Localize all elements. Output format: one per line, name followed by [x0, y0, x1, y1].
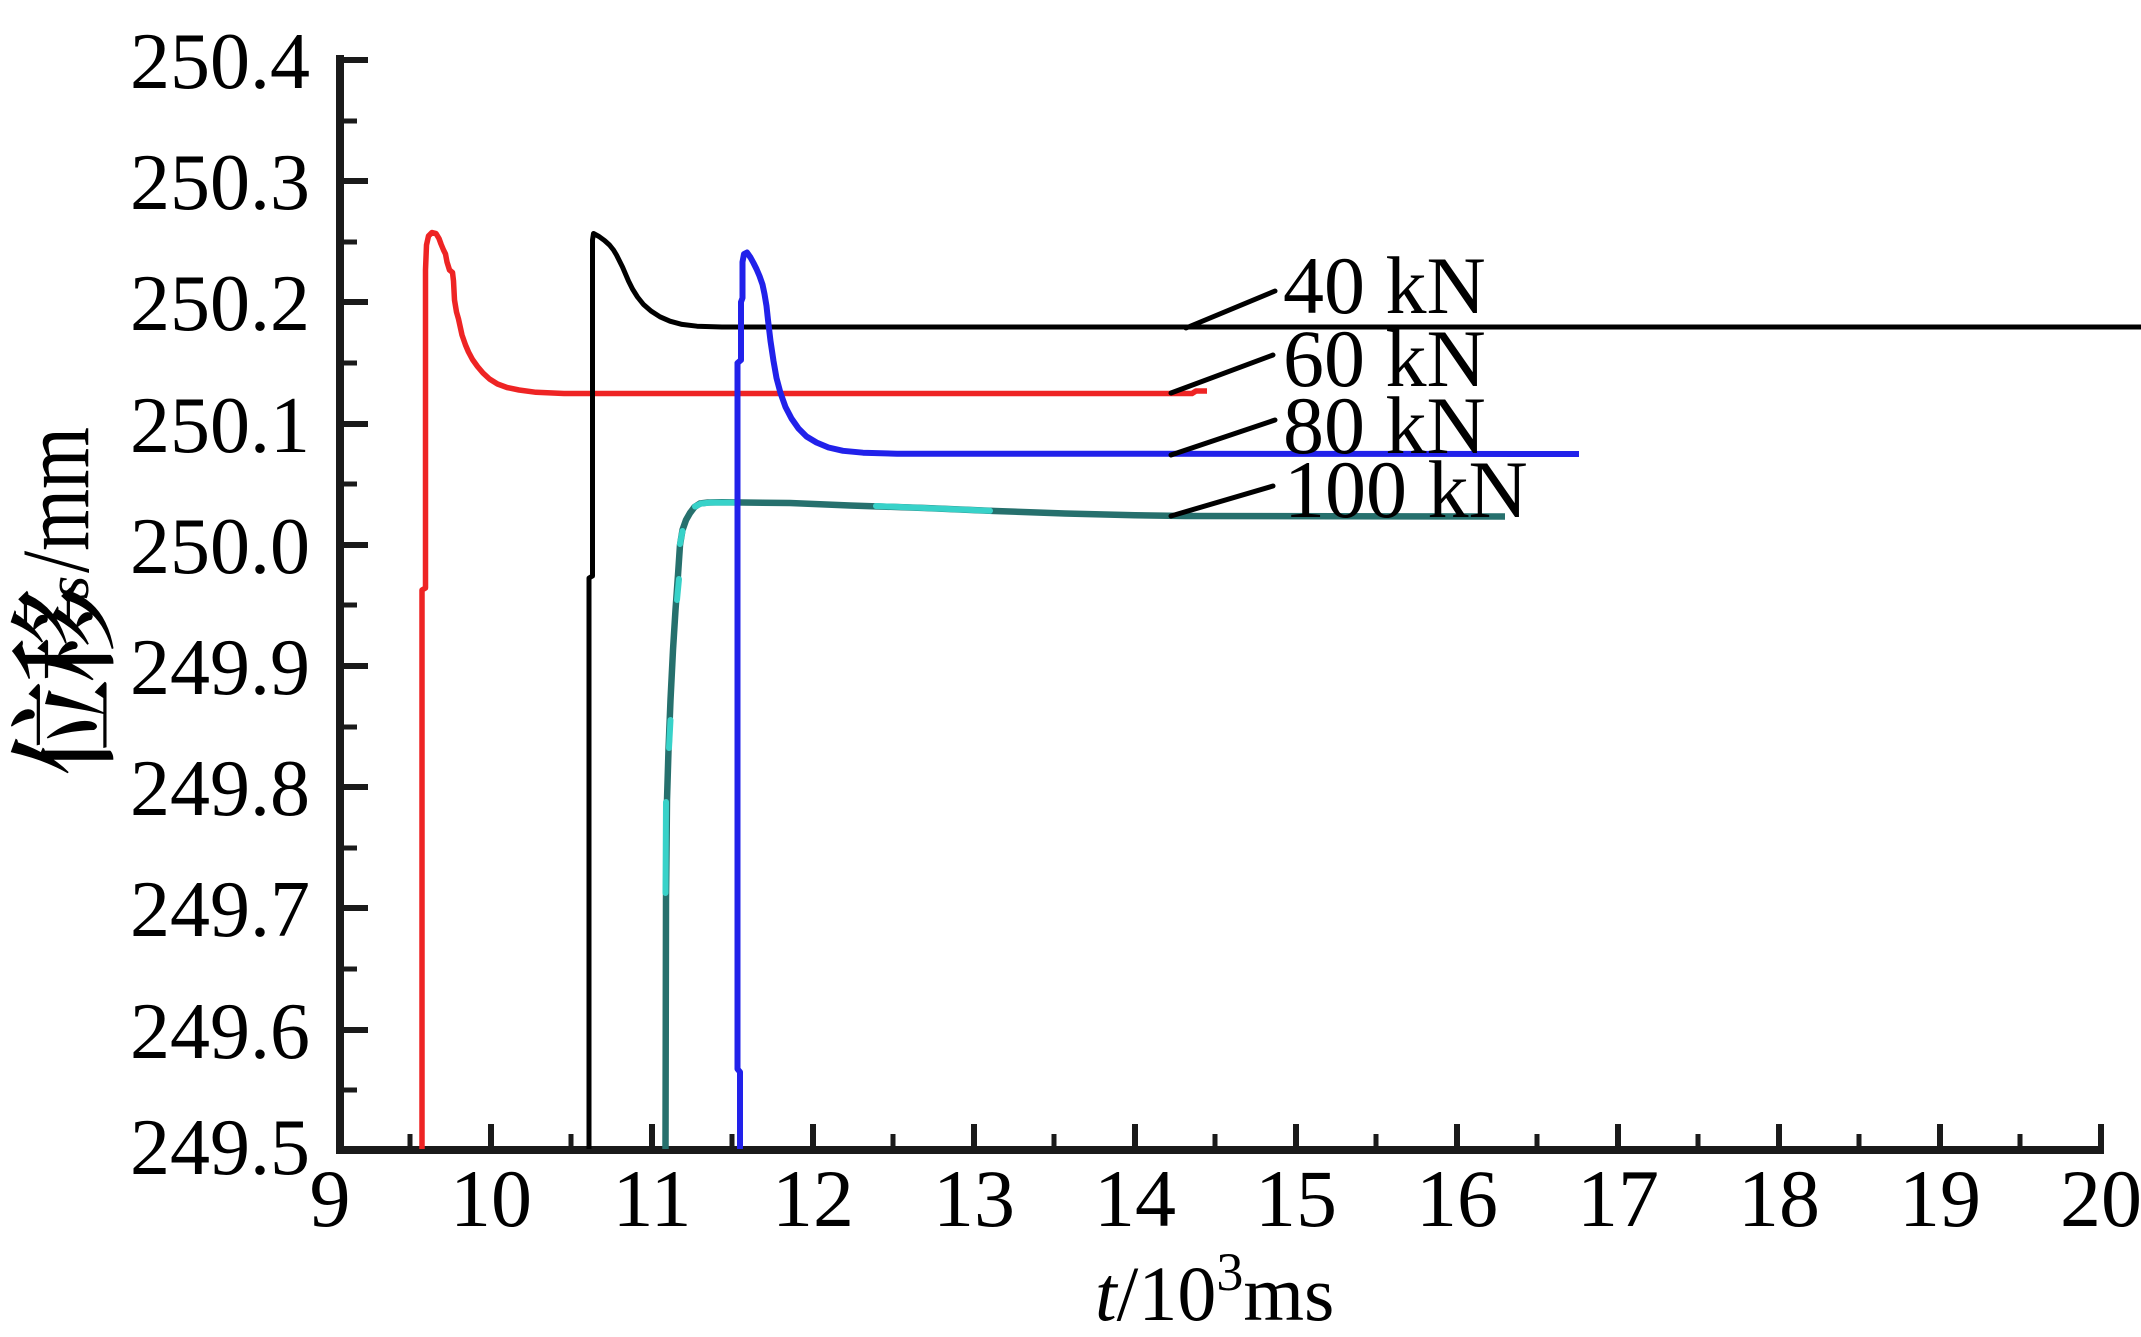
svg-text:250.1: 250.1: [130, 382, 310, 470]
svg-text:100 kN: 100 kN: [1284, 444, 1528, 535]
svg-text:60 kN: 60 kN: [1283, 313, 1486, 404]
svg-text:250.2: 250.2: [130, 260, 310, 348]
svg-text:18: 18: [1738, 1153, 1820, 1244]
svg-text:/mm: /mm: [2, 427, 109, 573]
svg-text:15: 15: [1255, 1153, 1337, 1244]
svg-text:249.7: 249.7: [130, 866, 310, 954]
svg-text:249.8: 249.8: [130, 745, 310, 833]
svg-text:249.6: 249.6: [130, 988, 310, 1076]
svg-text:16: 16: [1416, 1153, 1498, 1244]
svg-text:10: 10: [450, 1153, 532, 1244]
svg-text:250.0: 250.0: [130, 503, 310, 591]
svg-text:9: 9: [310, 1153, 351, 1244]
svg-text:14: 14: [1094, 1153, 1176, 1244]
svg-text:19: 19: [1899, 1153, 1981, 1244]
svg-text:12: 12: [772, 1153, 854, 1244]
svg-text:250.4: 250.4: [130, 18, 310, 106]
svg-text:80 kN: 80 kN: [1283, 380, 1486, 471]
svg-text:s: s: [35, 576, 101, 599]
svg-text:249.5: 249.5: [130, 1104, 310, 1192]
svg-text:13: 13: [933, 1153, 1015, 1244]
svg-text:20: 20: [2060, 1153, 2141, 1244]
svg-text:11: 11: [613, 1153, 692, 1244]
svg-text:40 kN: 40 kN: [1283, 240, 1486, 331]
svg-text:249.9: 249.9: [130, 624, 310, 712]
svg-text:t/103ms: t/103ms: [1095, 1242, 1334, 1337]
svg-text:17: 17: [1577, 1153, 1659, 1244]
svg-text:250.3: 250.3: [130, 139, 310, 227]
